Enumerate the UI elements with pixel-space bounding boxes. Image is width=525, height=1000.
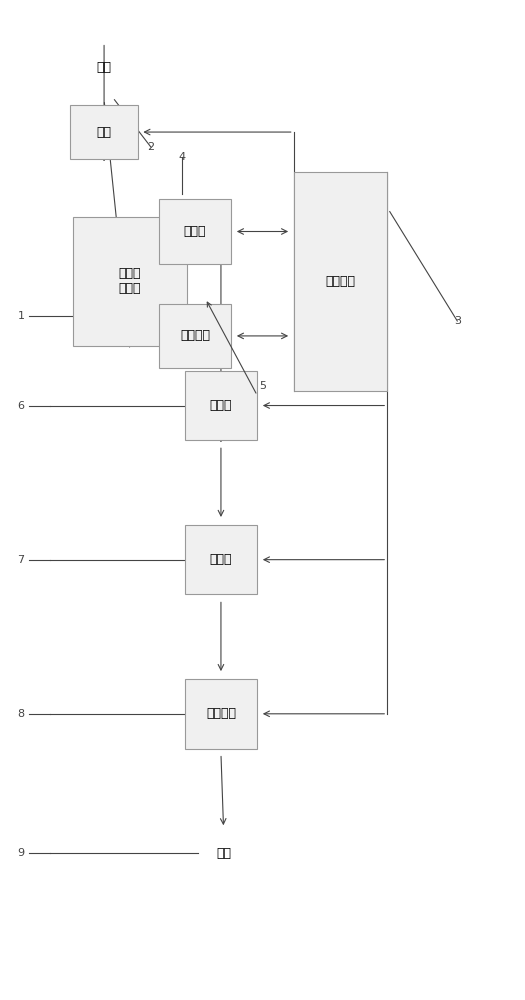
- Text: 控制系统: 控制系统: [326, 275, 355, 288]
- Text: 4: 4: [178, 152, 185, 162]
- Bar: [159, 199, 232, 264]
- Text: 发电机: 发电机: [209, 399, 232, 412]
- Bar: [185, 679, 257, 749]
- Text: 电气系统: 电气系统: [206, 707, 236, 720]
- Text: 6: 6: [17, 401, 25, 411]
- Bar: [293, 172, 387, 391]
- Text: 8: 8: [17, 709, 25, 719]
- Text: 电网: 电网: [216, 847, 231, 860]
- Text: 9: 9: [17, 848, 25, 858]
- Text: 2: 2: [147, 142, 154, 152]
- Text: 齿轮箱
机械泵: 齿轮箱 机械泵: [119, 267, 141, 295]
- Text: 7: 7: [17, 555, 25, 565]
- Text: 5: 5: [259, 381, 266, 391]
- Text: 3: 3: [454, 316, 461, 326]
- Text: 加热系统: 加热系统: [180, 329, 210, 342]
- Bar: [185, 525, 257, 594]
- Text: 桨叶: 桨叶: [97, 126, 112, 139]
- Bar: [185, 371, 257, 440]
- Text: 1: 1: [17, 311, 25, 321]
- Bar: [70, 105, 138, 159]
- Bar: [159, 304, 232, 368]
- Text: 变流器: 变流器: [209, 553, 232, 566]
- Text: 电动泵: 电动泵: [184, 225, 206, 238]
- Text: 风能: 风能: [97, 61, 112, 74]
- Bar: [73, 217, 187, 346]
